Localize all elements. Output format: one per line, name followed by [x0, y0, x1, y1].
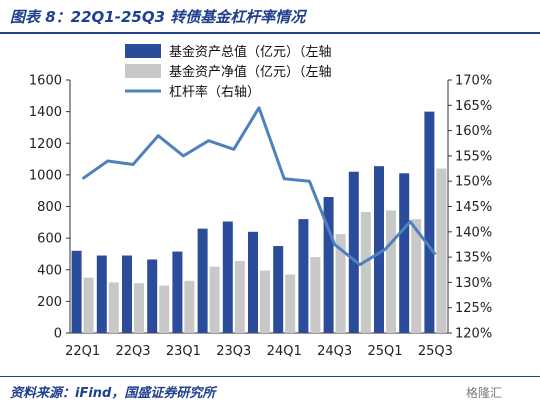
- bar-net-assets: [134, 283, 144, 333]
- bar-net-assets: [234, 261, 245, 333]
- x-tick-label: 24Q1: [267, 344, 302, 359]
- bar-total-assets: [122, 255, 132, 333]
- x-tick-label: 22Q1: [65, 344, 100, 359]
- bar-total-assets: [374, 166, 384, 333]
- legend-swatch-net-assets: [125, 64, 161, 78]
- bar-net-assets: [209, 266, 220, 333]
- bar-total-assets: [348, 171, 359, 333]
- bar-net-assets: [360, 212, 371, 333]
- x-tick-label: 22Q3: [115, 344, 150, 359]
- right-axis-ticks: 120% 125% 130% 135% 140% 145% 150% 155% 160% 165%…: [448, 74, 492, 342]
- x-tick-label: 23Q3: [216, 344, 251, 359]
- bar-total-assets: [298, 219, 309, 333]
- legend-label-leverage: 杠杆率（右轴）: [169, 84, 260, 100]
- left-tick-label: 1000: [29, 168, 62, 183]
- watermark-logo: 格隆汇: [466, 386, 503, 400]
- title-bar: 图表 8：22Q1-25Q3 转债基金杠杆率情况: [0, 0, 540, 34]
- left-tick-label: 800: [37, 200, 62, 215]
- bar-net-assets: [436, 168, 447, 333]
- x-tick-label: 24Q3: [317, 344, 352, 359]
- bar-total-assets: [197, 228, 208, 333]
- left-tick-label: 200: [37, 295, 62, 310]
- right-tick-label: 170%: [455, 74, 492, 89]
- left-tick-label: 1600: [29, 74, 62, 89]
- bar-net-assets: [83, 277, 94, 333]
- bar-total-assets: [71, 250, 82, 333]
- bars: [71, 111, 447, 333]
- bar-total-assets: [424, 111, 435, 333]
- right-tick-label: 125%: [455, 301, 492, 316]
- x-axis-ticks: 22Q1 22Q3 23Q1 23Q3 24Q1 24Q3 25Q1 25Q3: [65, 344, 453, 359]
- bar-total-assets: [248, 231, 258, 333]
- right-tick-label: 155%: [455, 149, 492, 164]
- right-tick-label: 120%: [455, 327, 492, 342]
- x-tick-label: 25Q1: [367, 344, 402, 359]
- left-tick-label: 1200: [29, 137, 62, 152]
- legend-label-total-assets: 基金资产总值（亿元）（左轴: [169, 44, 332, 60]
- bar-total-assets: [96, 255, 107, 333]
- bar-net-assets: [310, 257, 321, 333]
- bar-total-assets: [147, 259, 158, 333]
- left-tick-label: 0: [54, 327, 62, 342]
- bar-net-assets: [285, 274, 296, 333]
- x-tick-label: 25Q3: [418, 344, 453, 359]
- bar-total-assets: [323, 197, 334, 333]
- title-divider: [0, 32, 540, 34]
- legend-swatch-total-assets: [125, 44, 161, 58]
- chart-title: 图表 8：22Q1-25Q3 转债基金杠杆率情况: [10, 8, 306, 26]
- bar-total-assets: [172, 251, 183, 333]
- bar-net-assets: [108, 282, 119, 333]
- bar-net-assets: [335, 234, 346, 333]
- left-axis-ticks: 0 200 400 600 800 1000 1200 1400 1600: [29, 74, 70, 342]
- x-tick-label: 23Q1: [166, 344, 201, 359]
- bar-total-assets: [399, 173, 410, 333]
- left-tick-label: 1400: [29, 105, 62, 120]
- bar-total-assets: [222, 221, 233, 333]
- leverage-line: [81, 106, 437, 267]
- bar-net-assets: [184, 280, 195, 333]
- bar-total-assets: [273, 246, 284, 333]
- source-note: 资料来源：iFind，国盛证券研究所: [10, 386, 216, 401]
- right-tick-label: 145%: [455, 200, 492, 215]
- right-tick-label: 140%: [455, 225, 492, 240]
- left-tick-label: 400: [37, 263, 62, 278]
- right-tick-label: 135%: [455, 251, 492, 266]
- right-tick-label: 160%: [455, 124, 492, 139]
- bar-net-assets: [260, 270, 270, 333]
- bar-net-assets: [386, 210, 396, 333]
- bar-net-assets: [159, 285, 170, 333]
- footer-divider: [0, 376, 540, 377]
- right-tick-label: 165%: [455, 99, 492, 114]
- right-tick-label: 150%: [455, 175, 492, 190]
- left-tick-label: 600: [37, 232, 62, 247]
- right-tick-label: 130%: [455, 276, 492, 291]
- bar-net-assets: [411, 219, 422, 333]
- legend-label-net-assets: 基金资产净值（亿元）（左轴: [169, 64, 332, 80]
